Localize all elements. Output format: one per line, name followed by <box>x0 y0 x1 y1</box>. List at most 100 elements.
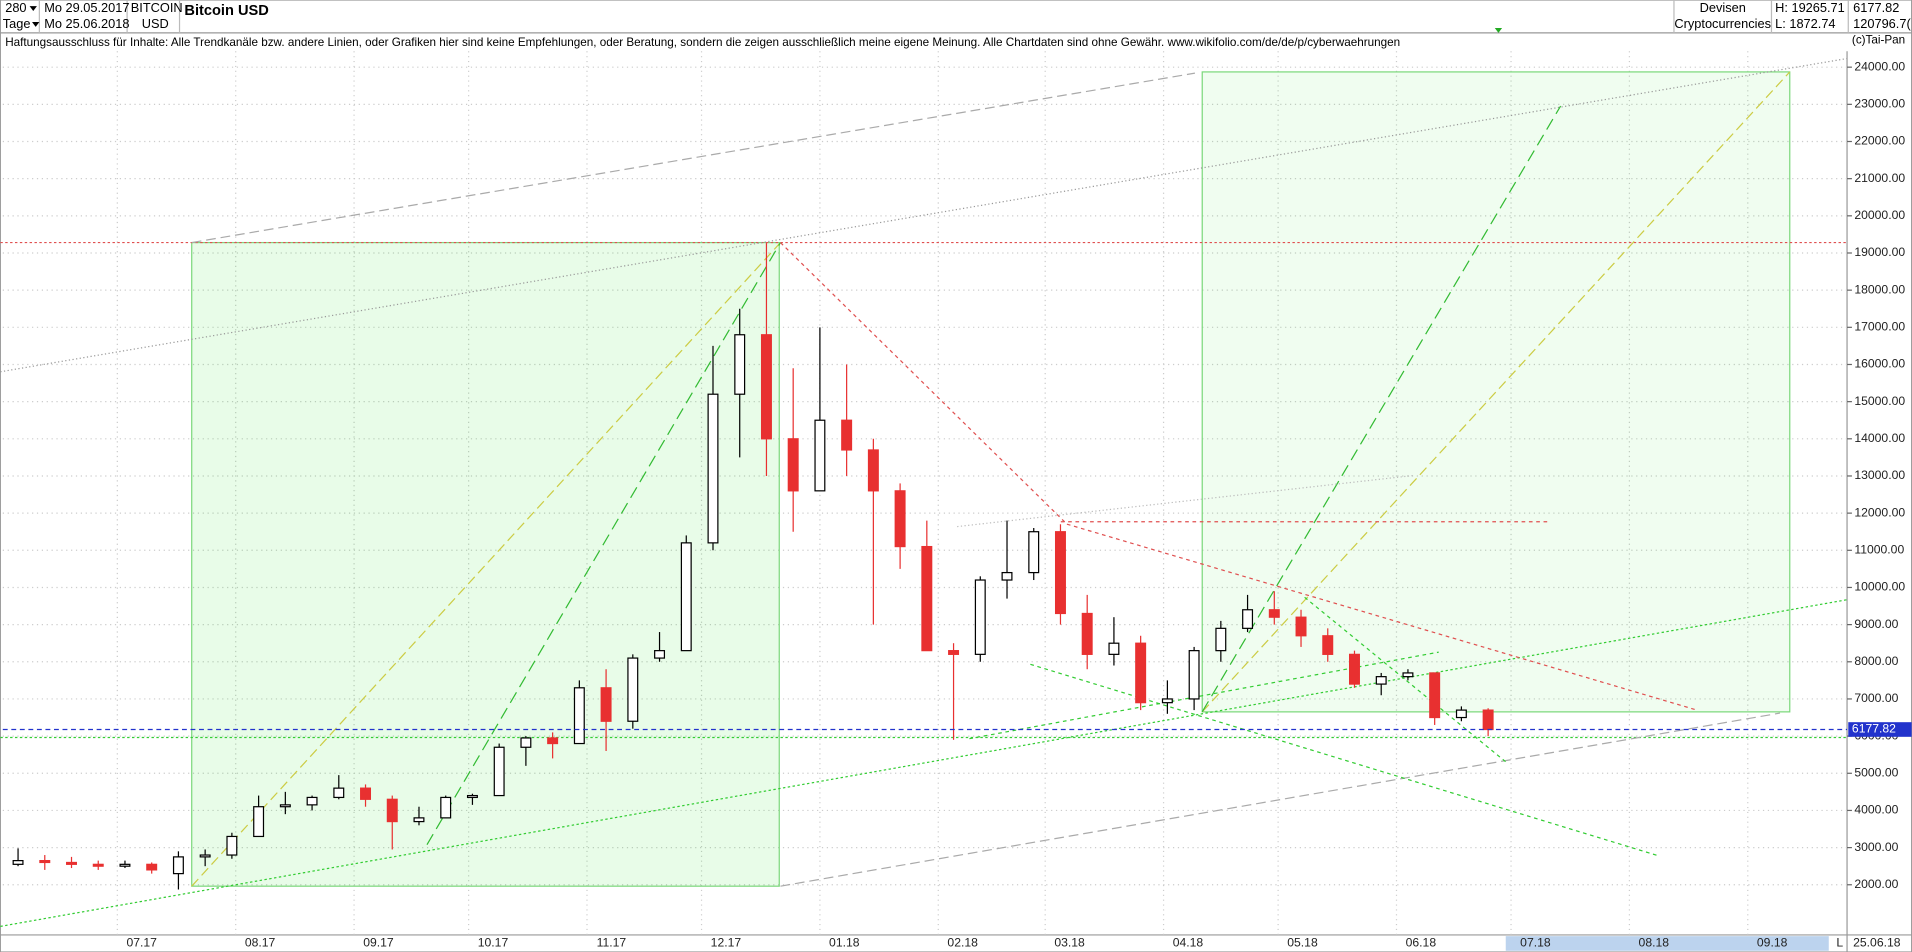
dropdown-arrow[interactable] <box>29 6 37 11</box>
currency: USD <box>142 16 169 31</box>
candle-body <box>841 419 853 451</box>
marker <box>1494 28 1503 33</box>
candle-body <box>547 737 559 745</box>
trend-line <box>0 599 1848 928</box>
date-from[interactable]: Mo 29.05.2017 <box>44 0 129 15</box>
candle-body <box>1429 672 1441 719</box>
candle-body <box>199 854 211 858</box>
x-tick-label: 02.18 <box>947 936 978 950</box>
y-tick-label: 4000.00 <box>1854 803 1898 817</box>
y-tick-label: 21000.00 <box>1854 171 1905 185</box>
candle-body <box>440 796 452 819</box>
last-price: 6177.82 <box>1853 0 1899 15</box>
candle-body <box>1402 672 1414 678</box>
trend-line <box>1201 105 1562 713</box>
candle-body <box>12 859 24 865</box>
candle-body <box>1295 616 1307 637</box>
candle-body <box>1108 642 1120 655</box>
low: L: 1872.74 <box>1775 16 1835 31</box>
trend-line <box>0 57 1848 373</box>
candle-body <box>627 657 639 722</box>
last-price-label: 6177.82 <box>1852 722 1896 736</box>
y-tick-label: 16000.00 <box>1854 357 1905 371</box>
candle-body <box>146 863 158 871</box>
candle-body <box>1081 612 1093 655</box>
candle-body <box>520 737 532 748</box>
y-tick-label: 7000.00 <box>1854 691 1898 705</box>
x-tick-label: 10.17 <box>478 936 509 950</box>
candle-body <box>386 798 398 823</box>
end-date: 25.06.18 <box>1853 936 1901 950</box>
trend-line <box>1201 71 1791 713</box>
candle-body <box>493 746 505 797</box>
x-tick-label: 06.18 <box>1406 936 1437 950</box>
scale-mode[interactable]: L <box>1836 936 1843 950</box>
candle-body <box>360 787 372 800</box>
x-tick-label: 08.17 <box>245 936 276 950</box>
y-tick-label: 11000.00 <box>1854 543 1904 557</box>
volume: 120796.7( <box>1853 16 1911 31</box>
x-tick-label: 12.17 <box>711 936 742 950</box>
x-tick-label: 08.18 <box>1639 936 1670 950</box>
candle-body <box>119 863 131 867</box>
y-tick-label: 24000.00 <box>1854 59 1905 73</box>
candle-body <box>306 796 318 806</box>
y-tick-label: 19000.00 <box>1854 245 1905 259</box>
candle-body <box>1375 676 1387 685</box>
last-price-box <box>1848 722 1912 737</box>
candle-body <box>1348 653 1360 685</box>
candles <box>12 243 1494 890</box>
market: Devisen <box>1700 0 1746 15</box>
candle-body <box>921 545 933 652</box>
candle-body <box>680 542 692 652</box>
candle-body <box>1054 531 1066 615</box>
y-tick-label: 10000.00 <box>1854 580 1905 594</box>
candle-body <box>92 863 104 867</box>
copyright: (c)Tai-Pan <box>1852 33 1905 46</box>
candle-body <box>707 393 719 544</box>
candle-body <box>760 334 772 440</box>
candle-body <box>600 687 612 722</box>
x-tick-label: 09.17 <box>363 936 394 950</box>
candle-body <box>279 804 291 808</box>
high: H: 19265.71 <box>1775 0 1845 15</box>
period-count[interactable]: 280 <box>5 0 26 15</box>
y-tick-label: 8000.00 <box>1854 654 1898 668</box>
y-tick-label: 3000.00 <box>1854 840 1898 854</box>
candle-body <box>466 794 478 799</box>
x-tick-label: 05.18 <box>1287 936 1318 950</box>
y-tick-label: 14000.00 <box>1854 431 1905 445</box>
trend-line <box>191 72 1196 244</box>
candle-body <box>867 449 879 492</box>
candle-body <box>1455 709 1467 719</box>
x-tick-label: 07.18 <box>1520 936 1551 950</box>
dropdown-arrow[interactable] <box>32 21 40 27</box>
candle-body <box>66 861 77 865</box>
candle-body <box>1268 609 1280 618</box>
candle-body <box>734 334 746 395</box>
x-tick-label: 09.18 <box>1757 936 1788 950</box>
date-to[interactable]: Mo 25.06.2018 <box>44 16 129 31</box>
y-tick-label: 22000.00 <box>1854 134 1905 148</box>
y-tick-label: 15000.00 <box>1854 394 1905 408</box>
candle-body <box>1215 627 1227 652</box>
candle-body <box>654 650 666 659</box>
y-tick-label: 5000.00 <box>1854 765 1898 779</box>
x-tick-label: 04.18 <box>1173 936 1204 950</box>
group: Cryptocurrencies <box>1674 16 1771 31</box>
candle-body <box>1135 642 1147 704</box>
trend-line <box>780 712 1781 887</box>
period-unit[interactable]: Tage <box>3 16 31 31</box>
candle-body <box>1161 698 1173 704</box>
candle-body <box>1188 650 1200 700</box>
y-tick-label: 23000.00 <box>1854 97 1905 111</box>
candle-body <box>948 650 960 655</box>
y-tick-label: 12000.00 <box>1854 505 1905 519</box>
symbol: BITCOIN <box>131 0 183 15</box>
candle-body <box>573 687 585 745</box>
y-tick-label: 20000.00 <box>1854 208 1905 222</box>
y-tick-label: 13000.00 <box>1854 468 1905 482</box>
candle-body <box>172 856 184 875</box>
scrollbar[interactable] <box>1505 936 1829 951</box>
